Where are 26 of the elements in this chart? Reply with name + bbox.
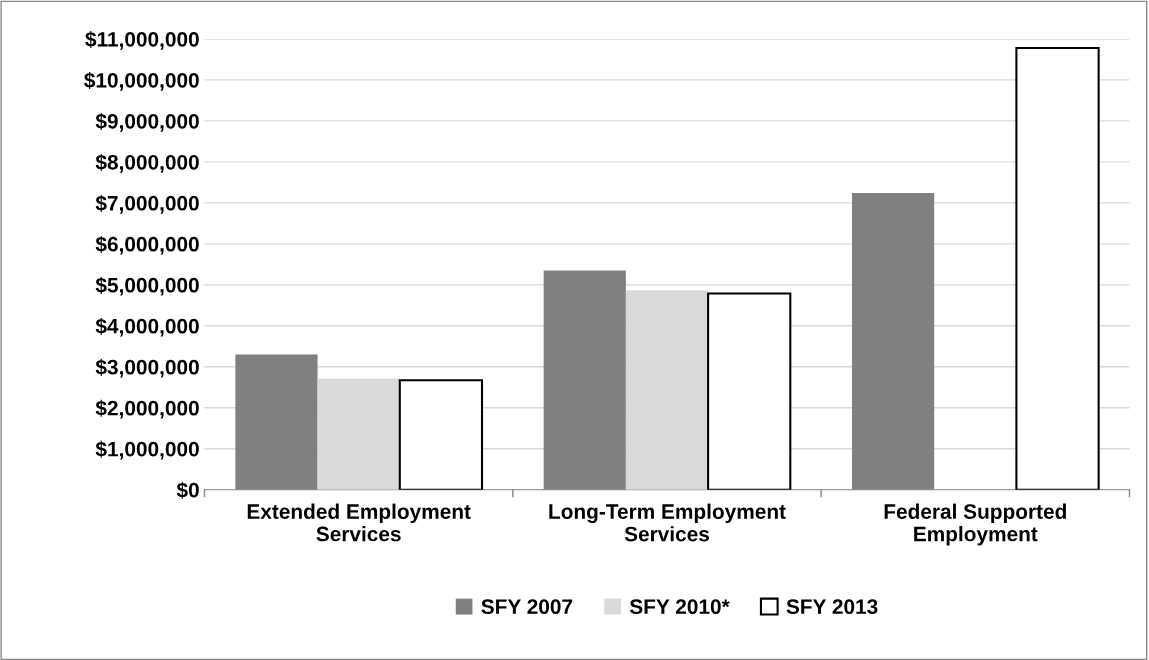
- x-tick-label: Extended Employment Services: [247, 503, 471, 542]
- bar: [851, 193, 935, 490]
- bar: [398, 379, 484, 490]
- bar: [707, 292, 792, 490]
- y-tick-label: $0: [176, 481, 199, 499]
- y-tick-label: $10,000,000: [84, 72, 199, 91]
- y-tick-label: $7,000,000: [95, 194, 199, 214]
- legend-label: SFY 2013: [786, 599, 878, 615]
- x-tick-label: Federal Supported Employment: [884, 503, 1066, 546]
- legend-label: SFY 2010*: [629, 599, 730, 615]
- x-tick-label: Long-Term Employment Services: [549, 503, 786, 542]
- y-tick-label: $3,000,000: [95, 358, 199, 378]
- bar: [625, 290, 709, 490]
- y-tick-label: $6,000,000: [95, 235, 199, 255]
- y-tick-label: $5,000,000: [95, 276, 199, 296]
- y-tick-label: $2,000,000: [95, 399, 199, 419]
- y-tick-label: $8,000,000: [95, 153, 199, 173]
- legend-label: SFY 2007: [481, 599, 573, 615]
- bar: [543, 270, 626, 490]
- y-tick-label: $9,000,000: [95, 112, 199, 132]
- y-tick-label: $11,000,000: [85, 31, 199, 50]
- y-tick-label: $1,000,000: [95, 440, 199, 460]
- y-tick-label: $4,000,000: [95, 317, 199, 337]
- bar: [235, 354, 318, 490]
- bar: [1015, 46, 1100, 490]
- bar: [317, 378, 400, 490]
